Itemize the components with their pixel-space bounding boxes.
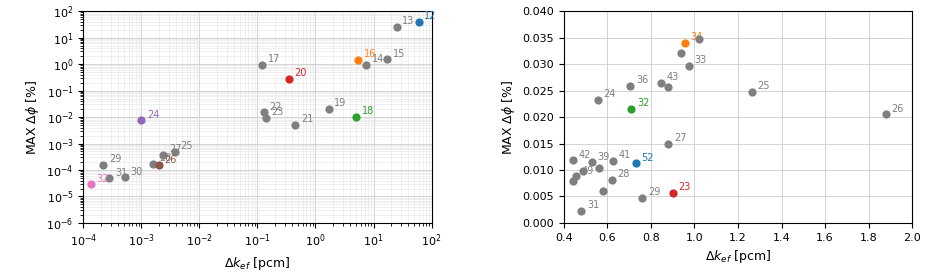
Text: 25: 25 xyxy=(757,81,770,91)
Text: 28: 28 xyxy=(618,169,630,179)
Point xyxy=(380,57,394,61)
Text: 29: 29 xyxy=(648,187,660,197)
Text: 41: 41 xyxy=(619,150,631,160)
Point xyxy=(879,112,894,117)
Text: 30: 30 xyxy=(131,166,143,176)
Text: 33: 33 xyxy=(694,55,707,65)
Point xyxy=(682,64,696,68)
Point xyxy=(745,89,759,94)
Y-axis label: MAX $\Delta\phi$ [%]: MAX $\Delta\phi$ [%] xyxy=(24,79,41,155)
Text: 24: 24 xyxy=(603,89,616,99)
Point xyxy=(118,175,132,179)
Text: 21: 21 xyxy=(301,114,313,124)
Point xyxy=(282,76,296,81)
Point xyxy=(168,150,182,154)
Point xyxy=(674,51,689,56)
Point xyxy=(595,189,610,193)
Point xyxy=(389,25,404,29)
X-axis label: $\Delta k_{ef}$ [pcm]: $\Delta k_{ef}$ [pcm] xyxy=(224,255,291,272)
Text: 34: 34 xyxy=(690,32,703,42)
Text: 49: 49 xyxy=(582,166,594,176)
Point xyxy=(692,37,707,41)
Point xyxy=(569,174,583,179)
Text: 12: 12 xyxy=(424,11,437,21)
Point xyxy=(321,107,336,111)
Point xyxy=(134,118,149,122)
Point xyxy=(623,84,638,88)
Text: 13: 13 xyxy=(402,16,415,26)
Point xyxy=(605,177,619,182)
Text: 26: 26 xyxy=(892,104,904,114)
Point xyxy=(288,123,303,127)
Text: 36: 36 xyxy=(636,75,648,85)
Text: 15: 15 xyxy=(393,49,405,59)
Point xyxy=(258,116,273,120)
Point xyxy=(565,178,580,183)
Text: 32: 32 xyxy=(96,174,109,184)
Point xyxy=(585,160,600,165)
Text: 24: 24 xyxy=(147,110,159,120)
Text: 52: 52 xyxy=(642,153,654,163)
Point xyxy=(661,141,676,146)
Point xyxy=(156,152,171,157)
Text: 31: 31 xyxy=(115,168,127,178)
Text: 27: 27 xyxy=(674,133,686,143)
Y-axis label: MAX $\Delta\phi$ [%]: MAX $\Delta\phi$ [%] xyxy=(500,79,517,155)
Text: 20: 20 xyxy=(294,68,307,78)
Text: 27: 27 xyxy=(169,144,181,154)
Point xyxy=(255,63,269,68)
X-axis label: $\Delta k_{ef}$ [pcm]: $\Delta k_{ef}$ [pcm] xyxy=(705,248,771,265)
Text: 43: 43 xyxy=(667,72,679,82)
Point xyxy=(102,176,117,181)
Point xyxy=(606,159,620,163)
Point xyxy=(565,158,580,163)
Point xyxy=(654,80,669,85)
Text: 28: 28 xyxy=(158,153,171,163)
Point xyxy=(574,209,589,213)
Text: 14: 14 xyxy=(372,55,384,65)
Point xyxy=(677,41,692,45)
Point xyxy=(592,166,607,171)
Point xyxy=(624,107,639,111)
Text: 26: 26 xyxy=(165,155,177,165)
Text: 29: 29 xyxy=(108,154,121,164)
Text: 25: 25 xyxy=(181,141,194,151)
Point xyxy=(95,163,110,167)
Point xyxy=(145,161,160,166)
Text: 32: 32 xyxy=(637,98,649,108)
Text: 23: 23 xyxy=(271,107,284,117)
Point xyxy=(359,63,374,68)
Point xyxy=(635,196,650,200)
Text: 18: 18 xyxy=(362,106,374,116)
Text: 42: 42 xyxy=(578,150,591,160)
Text: 17: 17 xyxy=(268,55,280,65)
Point xyxy=(590,97,605,102)
Text: 31: 31 xyxy=(587,200,599,210)
Point xyxy=(665,191,680,195)
Point xyxy=(257,110,271,115)
Text: 19: 19 xyxy=(334,98,346,108)
Point xyxy=(349,115,364,119)
Text: 16: 16 xyxy=(364,49,376,59)
Point xyxy=(576,169,591,173)
Point xyxy=(83,182,98,187)
Text: 22: 22 xyxy=(269,102,282,112)
Text: 23: 23 xyxy=(678,182,691,192)
Text: 39: 39 xyxy=(598,152,610,161)
Point xyxy=(629,161,644,166)
Point xyxy=(411,19,426,24)
Point xyxy=(351,58,366,62)
Point xyxy=(152,163,167,168)
Point xyxy=(661,84,676,89)
